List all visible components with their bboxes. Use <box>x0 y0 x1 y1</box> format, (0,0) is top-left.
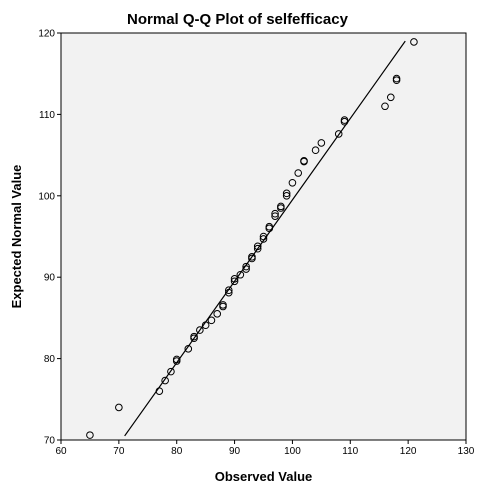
data-point <box>242 265 250 273</box>
data-point <box>271 209 279 218</box>
data-point <box>115 403 123 412</box>
y-tick-label: 80 <box>44 354 56 365</box>
x-tick-label: 100 <box>284 446 301 457</box>
y-tick-label: 70 <box>44 436 56 447</box>
data-point <box>236 270 245 279</box>
data-point <box>161 376 169 385</box>
data-point <box>242 262 250 271</box>
data-point <box>386 93 395 102</box>
data-point <box>86 431 94 439</box>
plot-area <box>60 32 467 441</box>
data-point <box>282 189 291 198</box>
y-tick-label: 90 <box>44 273 56 284</box>
data-point <box>259 232 268 241</box>
data-point <box>248 253 256 261</box>
data-point <box>334 130 343 138</box>
data-point <box>277 202 285 211</box>
data-point <box>224 286 233 295</box>
data-point <box>392 74 401 83</box>
reference-line <box>124 40 406 437</box>
data-point <box>184 345 193 353</box>
y-tick-label: 120 <box>38 29 55 40</box>
x-tick-label: 120 <box>400 446 417 457</box>
data-point <box>196 326 204 334</box>
data-point <box>340 116 349 124</box>
data-point <box>294 169 303 177</box>
data-point <box>155 387 164 395</box>
x-tick-label: 130 <box>458 446 475 457</box>
data-point <box>219 301 227 309</box>
x-axis-label: Observed Value <box>215 469 313 484</box>
x-tick-label: 70 <box>113 446 125 457</box>
data-point <box>224 288 233 297</box>
x-tick-label: 110 <box>342 446 358 457</box>
data-point <box>381 102 389 111</box>
data-point <box>288 178 297 187</box>
data-point <box>213 310 222 318</box>
data-point <box>259 235 268 243</box>
data-point <box>253 244 262 253</box>
data-point <box>230 275 239 283</box>
data-point <box>201 321 210 330</box>
chart-title: Normal Q-Q Plot of selfefficacy <box>127 11 349 28</box>
data-point <box>410 38 418 46</box>
data-point <box>190 332 198 341</box>
data-point <box>317 139 326 147</box>
data-point <box>311 146 320 155</box>
data-point <box>230 277 239 286</box>
x-axis-ticks: 60 70 80 90 100 110 120 130 <box>55 440 475 457</box>
data-point <box>172 355 181 364</box>
data-point <box>167 367 175 376</box>
y-axis-ticks: 70 80 90 100 110 120 <box>38 29 61 447</box>
data-point <box>282 192 291 200</box>
data-point <box>271 212 279 220</box>
x-tick-label: 80 <box>171 446 183 457</box>
x-tick-label: 60 <box>55 446 67 457</box>
data-point <box>253 242 262 251</box>
y-tick-label: 100 <box>38 191 55 202</box>
data-point <box>300 156 308 165</box>
data-points <box>86 38 418 439</box>
x-tick-label: 90 <box>229 446 241 457</box>
data-point <box>265 222 274 231</box>
y-tick-label: 110 <box>39 110 55 121</box>
y-axis-label: Expected Normal Value <box>9 165 24 309</box>
data-point <box>207 316 216 325</box>
